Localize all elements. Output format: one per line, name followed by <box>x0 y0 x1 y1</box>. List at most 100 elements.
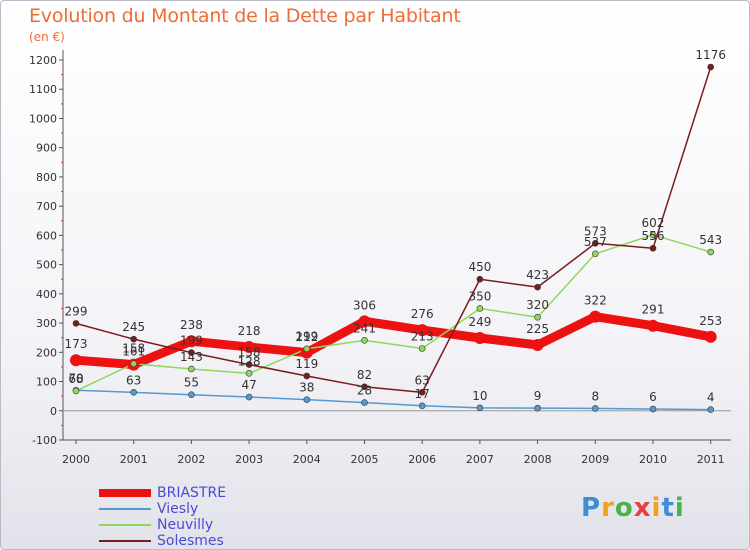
data-point-neuvilly <box>130 360 137 368</box>
data-point-viesly <box>188 391 195 398</box>
y-tick-label: 600 <box>36 229 57 242</box>
legend-label: Solesmes <box>157 533 224 549</box>
y-tick-label: 100 <box>36 376 57 389</box>
data-point-solesmes <box>707 63 715 71</box>
data-label-briastre: 238 <box>180 318 203 332</box>
data-label-neuvilly: 161 <box>122 345 145 359</box>
y-tick-label: 1000 <box>29 112 57 125</box>
data-label-solesmes: 199 <box>180 334 203 348</box>
data-point-neuvilly <box>303 345 311 353</box>
data-label-solesmes: 158 <box>238 346 261 360</box>
y-tick-label: 900 <box>36 142 57 155</box>
x-tick-label: 2002 <box>177 453 205 466</box>
data-label-briastre: 306 <box>353 298 376 312</box>
x-tick-label: 2004 <box>293 453 321 466</box>
proxiti-logo: Proxiti <box>581 493 685 523</box>
data-point-solesmes <box>303 372 311 380</box>
x-tick-label: 2003 <box>235 453 263 466</box>
data-point-solesmes <box>245 361 253 368</box>
legend-label: Neuvilly <box>157 517 214 533</box>
data-label-briastre: 225 <box>526 322 549 336</box>
data-label-viesly: 38 <box>299 381 314 395</box>
data-label-briastre: 322 <box>584 294 607 308</box>
data-label-viesly: 28 <box>357 384 372 398</box>
data-label-neuvilly: 213 <box>411 330 434 344</box>
x-tick-label: 2000 <box>62 453 90 466</box>
data-point-viesly <box>591 405 599 412</box>
x-tick-label: 2008 <box>524 453 552 466</box>
series-line-viesly <box>75 389 712 411</box>
data-label-briastre: 199 <box>295 330 318 344</box>
legend-swatch <box>99 524 151 526</box>
data-label-viesly: 17 <box>415 387 430 401</box>
x-tick-label: 2009 <box>581 453 609 466</box>
data-label-briastre: 173 <box>65 337 88 351</box>
data-point-solesmes <box>188 349 195 356</box>
data-point-solesmes <box>534 283 541 291</box>
data-label-solesmes: 556 <box>642 229 665 243</box>
data-point-neuvilly <box>476 305 484 312</box>
data-point-briastre <box>243 341 256 354</box>
data-point-briastre <box>70 354 82 367</box>
data-label-solesmes: 245 <box>122 320 145 334</box>
x-tick-label: 2006 <box>408 453 436 466</box>
data-point-viesly <box>707 406 715 413</box>
data-label-briastre: 218 <box>238 324 261 338</box>
y-tick-label: 0 <box>50 405 57 418</box>
data-point-neuvilly <box>649 231 657 239</box>
data-point-viesly <box>361 399 368 406</box>
y-tick-label: -100 <box>32 434 57 447</box>
data-label-neuvilly: 543 <box>699 233 722 247</box>
data-label-viesly: 10 <box>472 389 487 403</box>
data-point-viesly <box>245 393 253 401</box>
chart-title: Evolution du Montant de la Dette par Hab… <box>29 5 461 27</box>
series-line-briastre <box>71 312 716 370</box>
y-tick-label: 700 <box>36 200 57 213</box>
data-point-neuvilly <box>245 370 253 377</box>
data-label-neuvilly: 241 <box>353 321 376 335</box>
data-point-viesly <box>303 396 311 403</box>
data-label-neuvilly: 68 <box>68 372 83 386</box>
data-label-briastre: 253 <box>699 314 722 328</box>
data-label-neuvilly: 602 <box>642 216 665 230</box>
data-point-neuvilly <box>188 365 195 373</box>
data-point-viesly <box>476 404 484 412</box>
data-label-solesmes: 573 <box>584 224 607 238</box>
legend-swatch <box>99 540 151 542</box>
y-tick-label: 300 <box>36 317 57 330</box>
data-point-viesly <box>649 405 657 413</box>
data-point-solesmes <box>130 335 137 343</box>
data-label-viesly: 9 <box>534 389 542 403</box>
y-tick-label: 500 <box>36 259 57 272</box>
data-label-viesly: 70 <box>68 371 83 385</box>
data-label-neuvilly: 128 <box>238 354 261 368</box>
data-label-solesmes: 299 <box>65 304 88 318</box>
data-point-briastre <box>589 310 602 323</box>
data-label-solesmes: 82 <box>357 368 372 382</box>
x-tick-label: 2011 <box>697 453 725 466</box>
y-tick-label: 400 <box>36 288 57 301</box>
data-label-neuvilly: 537 <box>584 235 607 249</box>
y-tick-label: 800 <box>36 171 57 184</box>
data-point-solesmes <box>591 239 599 247</box>
data-label-briastre: 158 <box>122 342 145 356</box>
data-label-briastre: 291 <box>642 303 665 317</box>
legend-swatch <box>99 489 151 497</box>
y-tick-label: 1100 <box>29 83 57 96</box>
data-label-neuvilly: 350 <box>468 289 491 303</box>
data-label-viesly: 4 <box>707 391 715 405</box>
data-label-briastre: 276 <box>411 307 434 321</box>
data-point-neuvilly <box>591 250 599 258</box>
legend-label: BRIASTRE <box>157 485 227 501</box>
data-point-neuvilly <box>72 387 80 395</box>
x-tick-label: 2007 <box>466 453 494 466</box>
data-point-solesmes <box>649 244 657 252</box>
data-point-briastre <box>185 335 198 348</box>
data-point-viesly <box>418 402 426 410</box>
data-label-viesly: 8 <box>591 389 599 403</box>
data-label-solesmes: 423 <box>526 268 549 282</box>
y-tick-label: 200 <box>36 346 57 359</box>
x-tick-label: 2010 <box>639 453 667 466</box>
